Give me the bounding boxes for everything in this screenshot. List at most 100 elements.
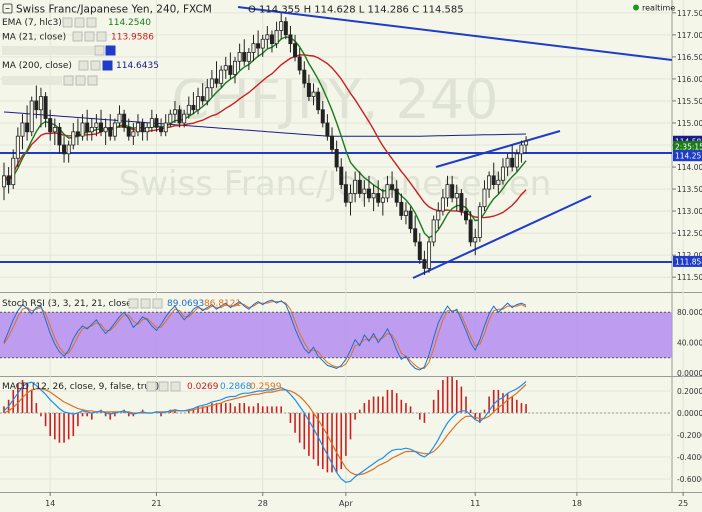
candle-down — [191, 104, 196, 111]
macd-close-icon[interactable] — [170, 381, 181, 392]
candle-down — [510, 157, 515, 168]
hidden-settings-icon-1[interactable] — [105, 45, 116, 56]
stoch-rsi-label: Stoch RSI (3, 3, 21, 21, close) — [2, 299, 135, 309]
candle-down — [43, 96, 48, 119]
hidden-eye-icon-1[interactable] — [94, 45, 105, 56]
candle-down — [228, 65, 233, 75]
resistance-trendline[interactable] — [237, 6, 673, 61]
candle-up — [265, 34, 270, 40]
macd-eye-icon[interactable] — [146, 381, 157, 392]
price-tick-label: 111.500 — [677, 273, 702, 282]
candlestick-series — [2, 12, 529, 275]
candle-down — [62, 144, 67, 155]
candle-up — [380, 197, 385, 203]
candle-up — [487, 175, 492, 190]
price-tag — [673, 140, 702, 152]
candle-down — [159, 126, 164, 133]
candle-up — [2, 175, 7, 188]
candle-up — [219, 69, 224, 84]
stoch-overbought-oversold-band — [0, 312, 672, 358]
hidden-close-icon-2[interactable] — [87, 75, 98, 86]
ma21-close-icon[interactable] — [96, 31, 107, 42]
candle-up — [514, 153, 519, 168]
candle-up — [145, 126, 150, 133]
hidden-settings-icon-2[interactable] — [75, 75, 86, 86]
ema-eye-icon[interactable] — [62, 17, 73, 28]
price-tick-label: 112.000 — [677, 251, 702, 260]
candle-down — [334, 149, 339, 168]
macd-line — [3, 381, 527, 483]
time-tick-label: 28 — [258, 499, 268, 508]
price-tag-label: 2:35:15 — [675, 142, 702, 151]
ema-close-icon[interactable] — [86, 17, 97, 28]
ma200-settings-icon[interactable] — [90, 60, 101, 71]
candle-down — [293, 43, 298, 58]
candle-up — [436, 210, 441, 221]
candle-up — [52, 126, 57, 133]
ma21-eye-icon[interactable] — [72, 31, 83, 42]
candle-down — [302, 69, 307, 84]
stoch-tick-label: 0.0000 — [677, 369, 702, 378]
candle-up — [260, 38, 265, 49]
price-tag-label: 111.858 — [675, 257, 702, 266]
ma21-settings-icon[interactable] — [84, 31, 95, 42]
candle-up — [505, 157, 510, 168]
candle-up — [454, 193, 459, 199]
price-tick-label: 113.500 — [677, 185, 702, 194]
candle-up — [131, 131, 136, 137]
macd-settings-icon[interactable] — [158, 381, 169, 392]
price-tick-label: 116.500 — [677, 53, 702, 62]
ma200-eye-icon[interactable] — [78, 60, 89, 71]
indicator-legend-ma200[interactable]: MA (200, close) 114.6435 — [2, 60, 159, 71]
hidden-eye-icon-2[interactable] — [63, 75, 74, 86]
time-tick-label: 11 — [470, 499, 480, 508]
candle-up — [232, 60, 237, 75]
macd-tick-label: 0.0000 — [677, 409, 702, 418]
price-tag-label: 114.257 — [675, 152, 702, 161]
candle-up — [311, 91, 316, 97]
ohlc-values: O 114.355 H 114.628 L 114.286 C 114.585 — [248, 5, 464, 16]
stoch-settings-icon[interactable] — [140, 298, 151, 309]
candle-down — [417, 241, 422, 260]
candle-up — [496, 179, 501, 186]
candle-down — [34, 100, 39, 111]
candle-up — [163, 122, 168, 133]
stoch-k-line — [3, 299, 527, 371]
time-tick-label: 18 — [572, 499, 582, 508]
candle-down — [177, 109, 182, 124]
candle-down — [126, 126, 131, 137]
indicator-legend-hidden-1[interactable] — [2, 45, 116, 56]
price-tick-label: 116.000 — [677, 75, 702, 84]
ma21-value: 113.9586 — [111, 33, 154, 43]
ma200-close-icon[interactable] — [102, 60, 113, 71]
macd-tick-label: -0.4000 — [677, 453, 702, 462]
channel-lower-line[interactable] — [412, 195, 592, 279]
indicator-legend-ema[interactable]: EMA (7, hlc3) 114.2540 — [2, 17, 151, 28]
candle-up — [473, 237, 478, 243]
macd-legend[interactable]: MACD (12, 26, close, 9, false, true) 0.0… — [2, 381, 282, 392]
stoch-rsi-legend[interactable]: Stoch RSI (3, 3, 21, 21, close) 89.0693 … — [2, 298, 241, 309]
candle-up — [103, 126, 108, 133]
candle-down — [269, 34, 274, 45]
candle-up — [431, 219, 436, 243]
indicator-legend-hidden-2[interactable] — [2, 75, 98, 86]
price-tick-label: 117.000 — [677, 31, 702, 40]
channel-upper-line[interactable] — [435, 130, 561, 168]
collapse-icon[interactable] — [2, 3, 13, 14]
stoch-k-value: 89.0693 — [167, 299, 204, 309]
macd-signal-line — [3, 383, 527, 476]
stoch-close-icon[interactable] — [152, 298, 163, 309]
candle-up — [251, 43, 256, 53]
candle-up — [172, 109, 177, 115]
candle-up — [348, 193, 353, 203]
candle-down — [413, 228, 418, 243]
macd-line-value: 0.2868 — [220, 382, 252, 392]
candle-up — [66, 144, 71, 155]
hidden-indicator-label-1 — [2, 46, 94, 55]
stoch-eye-icon[interactable] — [128, 298, 139, 309]
price-tag — [673, 255, 702, 267]
indicator-legend-ma21[interactable]: MA (21, close) 113.9586 — [2, 31, 154, 43]
ema-settings-icon[interactable] — [74, 17, 85, 28]
candle-down — [357, 179, 362, 194]
